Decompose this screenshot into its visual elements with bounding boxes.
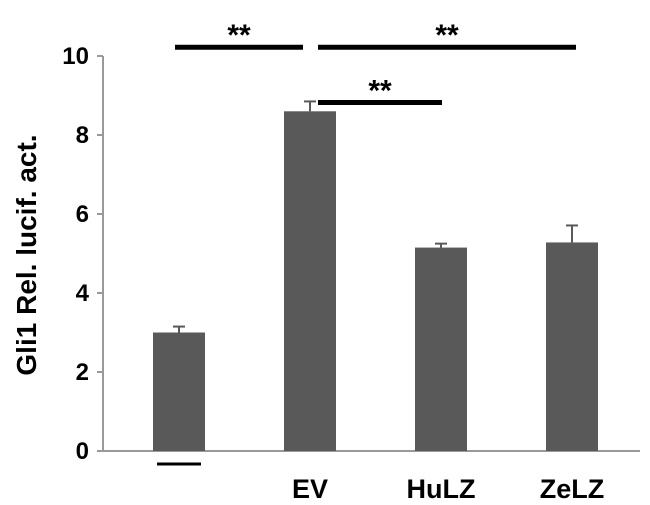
y-tick-label: 8 — [76, 122, 89, 149]
x-tick-label: EV — [292, 474, 328, 504]
significance-label: ** — [368, 75, 392, 108]
bar — [546, 242, 598, 451]
bar — [415, 247, 467, 451]
y-tick-label: 2 — [76, 359, 89, 386]
y-tick-label: 6 — [76, 201, 89, 228]
significance-label: ** — [227, 19, 251, 52]
significance-label: ** — [435, 19, 459, 52]
bar — [284, 111, 336, 452]
y-axis-label: Gli1 Rel. lucif. act. — [11, 134, 42, 375]
bar — [153, 332, 205, 451]
x-tick-label: ZeLZ — [540, 474, 605, 504]
plot-area: 0 2 4 6 8 10 EV HuLZ ZeLZ ** ** ** — [62, 19, 640, 504]
y-tick-label: 4 — [76, 280, 90, 307]
y-tick-label: 10 — [62, 43, 89, 70]
x-tick-label: HuLZ — [407, 474, 476, 504]
y-tick-label: 0 — [76, 438, 89, 465]
